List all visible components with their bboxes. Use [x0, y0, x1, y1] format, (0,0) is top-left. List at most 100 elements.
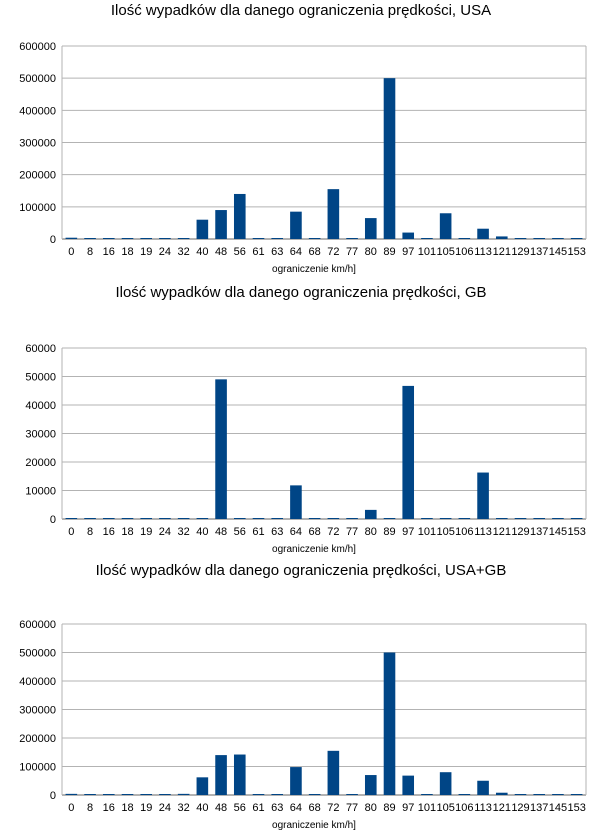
bar-32 [177, 793, 190, 795]
x-tick-label: 63 [271, 526, 283, 538]
x-tick-label: 113 [474, 802, 492, 814]
bar-105 [439, 772, 452, 795]
bar-80 [364, 509, 377, 519]
x-tick-label: 101 [418, 802, 436, 814]
bar-113 [477, 472, 489, 519]
bar-129 [514, 518, 527, 519]
x-tick-label: 18 [121, 802, 133, 814]
bar-80 [364, 775, 377, 795]
x-tick-label: 24 [159, 802, 171, 814]
x-tick-label: 16 [103, 802, 115, 814]
bar-77 [346, 794, 358, 795]
x-tick-label: 137 [530, 526, 548, 538]
x-tick-label: 56 [234, 526, 246, 538]
chart-title: Ilość wypadków dla danego ograniczenia p… [110, 2, 492, 19]
chart-svg: 0 10000 20000 30000 40000 50000 60000 0 8 16 18 19 2… [25, 343, 587, 555]
x-tick-label: 68 [309, 526, 321, 538]
x-tick-label: 68 [309, 802, 321, 814]
bar-40 [196, 219, 209, 239]
x-tick-label: 105 [436, 246, 454, 258]
x-tick-label: 48 [215, 526, 227, 538]
x-tick-label: 129 [511, 246, 529, 258]
x-tick-label: 18 [121, 526, 133, 538]
bar-153 [570, 518, 583, 519]
x-tick-label: 145 [549, 246, 567, 258]
bar-153 [570, 794, 583, 795]
x-tick-label: 89 [383, 802, 395, 814]
bar-97 [402, 232, 415, 239]
x-tick-label: 24 [159, 526, 171, 538]
bar-61 [252, 238, 265, 239]
bar-32 [177, 238, 190, 239]
bar-63 [271, 794, 284, 795]
bar-19 [140, 794, 153, 795]
x-tick-label: 19 [140, 802, 152, 814]
y-tick-label: 40000 [25, 400, 56, 412]
x-tick-label: 0 [68, 526, 74, 538]
bar-68 [308, 518, 321, 519]
bar-18 [121, 238, 134, 239]
y-tick-label: 100000 [19, 202, 56, 214]
x-tick-label: 101 [418, 526, 436, 538]
y-tick-label: 500000 [19, 648, 56, 660]
bar-19 [140, 518, 153, 519]
x-axis-label: ograniczenie km/h] [272, 264, 356, 275]
x-tick-label: 77 [346, 802, 358, 814]
y-tick-label: 200000 [19, 733, 56, 745]
bar-72 [327, 189, 340, 239]
y-tick-label: 50000 [25, 372, 56, 384]
x-tick-label: 16 [103, 246, 115, 258]
bar-121 [495, 518, 508, 519]
x-tick-label: 48 [215, 802, 227, 814]
bar-24 [159, 518, 171, 519]
bar-16 [102, 238, 115, 239]
x-tick-label: 0 [68, 246, 74, 258]
x-tick-label: 56 [234, 802, 246, 814]
x-tick-label: 106 [455, 246, 473, 258]
bar-113 [477, 228, 489, 239]
x-tick-label: 63 [271, 802, 283, 814]
x-tick-label: 145 [549, 802, 567, 814]
x-tick-label: 77 [346, 246, 358, 258]
chart-title: Ilość wypadków dla danego ograniczenia p… [95, 562, 507, 579]
bar-63 [271, 238, 284, 239]
x-tick-label: 32 [178, 246, 190, 258]
bar-106 [458, 238, 471, 239]
x-tick-label: 129 [511, 526, 529, 538]
x-tick-label: 80 [365, 802, 377, 814]
bar-8 [84, 794, 96, 795]
bar-32 [177, 518, 190, 519]
y-tick-label: 600000 [19, 619, 56, 631]
bar-137 [533, 238, 546, 239]
x-tick-label: 8 [87, 246, 93, 258]
x-tick-label: 129 [511, 802, 529, 814]
x-tick-label: 68 [309, 246, 321, 258]
x-tick-label: 89 [383, 246, 395, 258]
x-tick-label: 113 [474, 526, 492, 538]
x-tick-label: 106 [455, 526, 473, 538]
x-tick-label: 153 [567, 246, 585, 258]
bar-0 [65, 793, 78, 795]
y-tick-label: 10000 [25, 486, 56, 498]
x-tick-label: 105 [436, 802, 454, 814]
bar-8 [84, 238, 96, 239]
bar-0 [65, 237, 78, 239]
x-tick-label: 153 [567, 802, 585, 814]
x-tick-label: 137 [530, 802, 548, 814]
bar-24 [159, 794, 171, 795]
bar-48 [215, 379, 227, 519]
x-tick-label: 56 [234, 246, 246, 258]
bar-24 [159, 238, 171, 239]
bar-72 [327, 750, 340, 795]
x-tick-label: 106 [455, 802, 473, 814]
bar-105 [439, 213, 452, 239]
bar-16 [102, 518, 115, 519]
bar-18 [121, 794, 134, 795]
y-tick-label: 200000 [19, 170, 56, 182]
x-tick-label: 64 [290, 526, 302, 538]
bar-89 [383, 78, 396, 240]
y-tick-label: 100000 [19, 762, 56, 774]
y-tick-label: 400000 [19, 105, 56, 117]
bar-0 [65, 518, 78, 519]
